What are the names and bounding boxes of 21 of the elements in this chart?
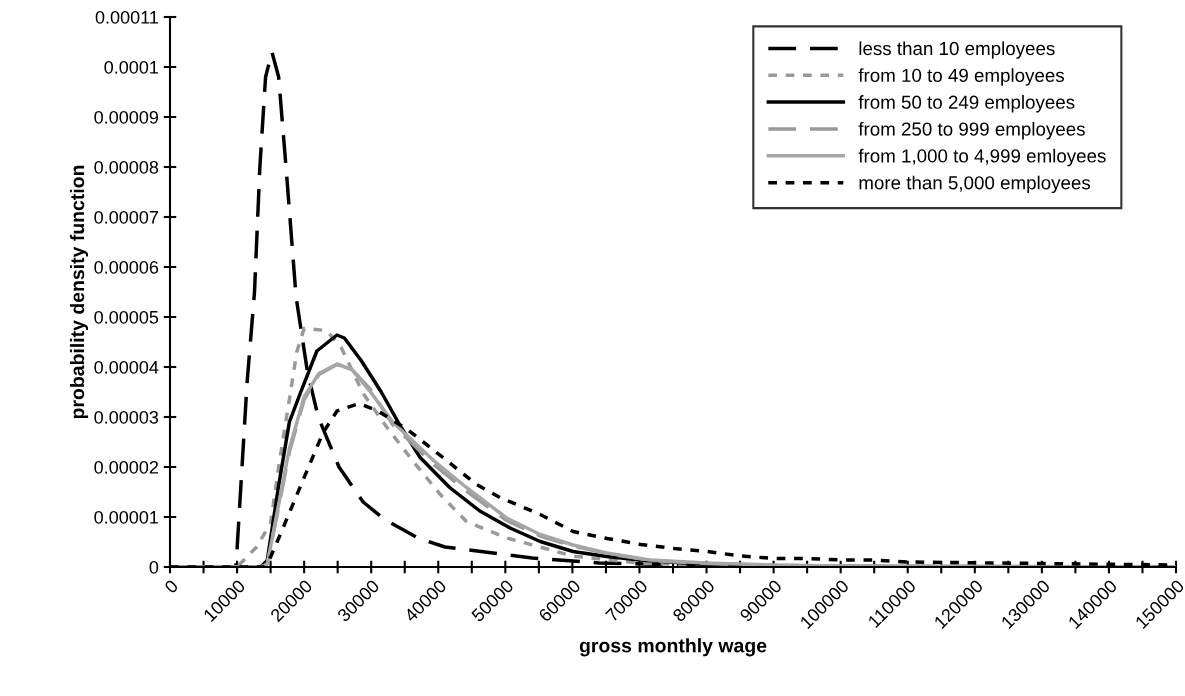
- y-tick-label: 0.0001: [104, 60, 159, 74]
- legend-label: more than 5,000 employees: [859, 175, 1091, 194]
- legend-label: less than 10 employees: [859, 41, 1055, 59]
- x-axis-title: gross monthly wage: [579, 638, 767, 657]
- legend-label: from 10 to 49 employees: [858, 68, 1064, 86]
- y-tick-label: 0.00002: [94, 460, 158, 474]
- y-tick-label: 0.00004: [94, 360, 159, 374]
- y-tick-label: 0.00003: [94, 410, 159, 424]
- x-tick-label: 0: [163, 578, 179, 595]
- y-tick-label: 0.00005: [94, 310, 159, 324]
- y-tick-label: 0.00001: [94, 510, 159, 524]
- y-tick-label: 0: [149, 560, 159, 574]
- y-tick-label: 0.00009: [94, 110, 159, 124]
- y-tick-label: 0.00011: [95, 10, 159, 24]
- y-tick-label: 0.00008: [94, 160, 159, 174]
- legend-label: from 1,000 to 4,999 emloyees: [858, 148, 1106, 167]
- legend-label: from 250 to 999 employees: [858, 121, 1085, 140]
- legend-label: from 50 to 249 employees: [858, 95, 1075, 113]
- y-tick-label: 0.00007: [94, 210, 158, 224]
- y-axis-title: probability density function: [69, 165, 89, 419]
- y-tick-label: 0.00006: [94, 260, 159, 274]
